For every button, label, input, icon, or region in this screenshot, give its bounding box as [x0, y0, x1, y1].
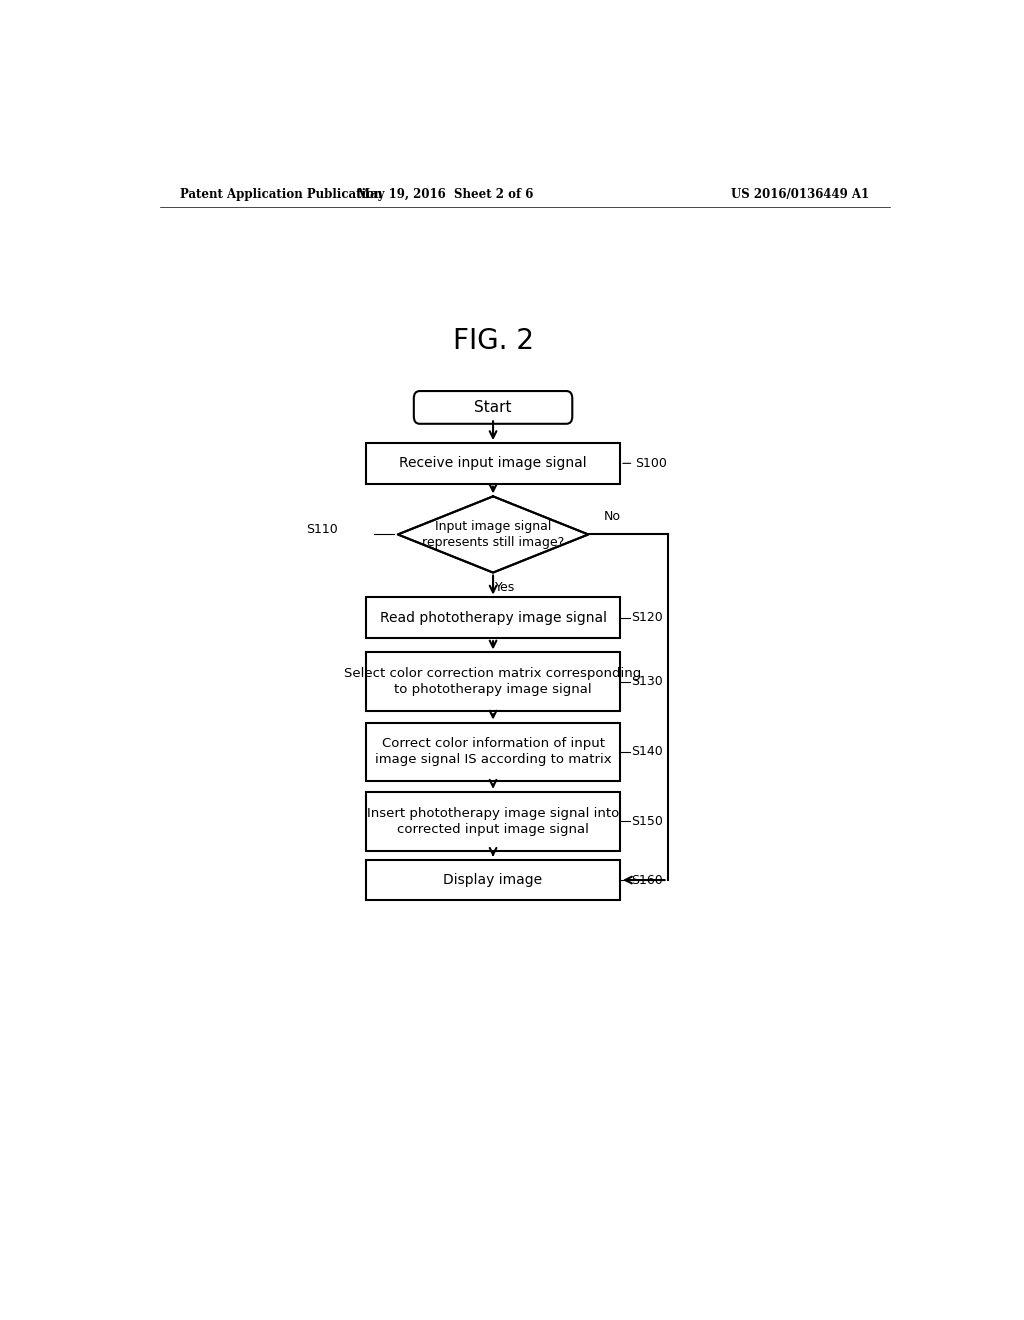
Bar [367, 859, 621, 900]
Bar [367, 444, 621, 483]
Text: S150: S150 [631, 814, 663, 828]
FancyBboxPatch shape [414, 391, 572, 424]
Bar [367, 722, 621, 781]
Text: S140: S140 [631, 746, 663, 759]
Text: Yes: Yes [495, 581, 515, 594]
Text: Select color correction matrix corresponding
to phototherapy image signal: Select color correction matrix correspon… [344, 668, 642, 697]
Text: S130: S130 [631, 676, 663, 688]
Text: Correct color information of input
image signal IS according to matrix: Correct color information of input image… [375, 738, 611, 767]
Text: S110: S110 [306, 523, 338, 536]
Bar [367, 652, 621, 711]
Text: May 19, 2016  Sheet 2 of 6: May 19, 2016 Sheet 2 of 6 [357, 189, 534, 202]
Text: US 2016/0136449 A1: US 2016/0136449 A1 [731, 189, 869, 202]
Text: S120: S120 [631, 611, 663, 624]
Bar [367, 598, 621, 638]
Text: FIG. 2: FIG. 2 [453, 327, 534, 355]
Text: No: No [604, 510, 622, 523]
Text: Input image signal
represents still image?: Input image signal represents still imag… [422, 520, 564, 549]
Text: S100: S100 [635, 457, 667, 470]
Polygon shape [397, 496, 588, 573]
Text: Receive input image signal: Receive input image signal [399, 457, 587, 470]
Bar [367, 792, 621, 850]
Text: Patent Application Publication: Patent Application Publication [179, 189, 382, 202]
Text: Read phototherapy image signal: Read phototherapy image signal [380, 611, 606, 624]
Text: Insert phototherapy image signal into
corrected input image signal: Insert phototherapy image signal into co… [367, 807, 620, 836]
Text: S160: S160 [631, 874, 663, 887]
Text: Start: Start [474, 400, 512, 414]
Text: Display image: Display image [443, 873, 543, 887]
